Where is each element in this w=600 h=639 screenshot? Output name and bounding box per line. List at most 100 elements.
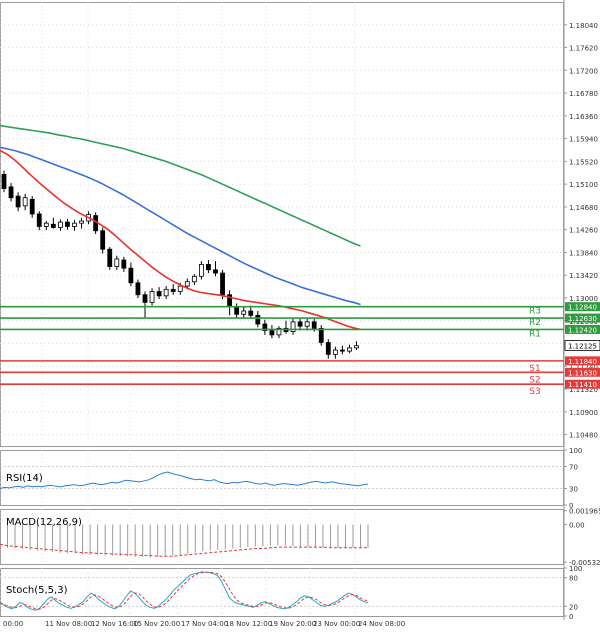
level-price-label-r2: 1.12630 [568,315,597,323]
level-price-tag-r1 [565,324,600,334]
macd-tick-label: 0.00 [569,522,585,530]
rsi-tick-label: 100 [569,447,582,455]
candle-body [163,288,169,297]
level-label-r1: R1 [529,329,541,339]
price-tick-label: 1.15940 [569,136,598,144]
candle-body [128,267,134,284]
macd-signal-line [0,543,368,557]
candle-body [220,272,225,296]
candle-body [135,282,141,296]
candle-body [1,173,7,189]
candles [1,170,359,359]
candle-body [29,198,35,215]
rsi-title: RSI(14) [6,473,43,484]
price-tick-label: 1.17200 [569,67,598,75]
price-tick-label: 1.11740 [569,363,598,371]
level-price-tag-s3 [565,379,600,389]
candle-body [58,221,63,228]
candle-body [15,195,21,208]
stoch-tick-label: 100 [569,565,582,573]
candle-body [276,327,282,336]
time-tick-label: 19 Nov 20:00 [269,620,316,628]
level-label-s2: S2 [529,375,540,385]
time-tick-label: 18 Nov 12:00 [225,620,272,628]
candle-body [142,294,148,303]
level-price-label-s1: 1.11840 [568,358,597,366]
current-price-tag [564,340,600,351]
candle-body [184,281,190,287]
candle-body [114,258,120,267]
candle-body [213,269,218,274]
stoch-tick-label: 80 [569,575,578,583]
candle-body [354,345,359,349]
level-price-label-s3: 1.11410 [568,381,597,389]
price-tick-label: 1.14680 [569,204,598,212]
time-tick-label: 24 Nov 08:00 [358,620,405,628]
candle-body [50,223,56,228]
candle-body [241,310,247,315]
price-grid: 1.18040 1.17620 1.17200 1.16780 1.16360 1.159… [0,22,598,440]
candle-body [206,263,211,271]
candle-body [8,186,14,199]
candle-body [177,285,183,292]
candle-body [234,306,240,315]
candle-body [255,314,261,325]
price-tick-label: 1.13000 [569,295,598,303]
level-label-s1: S1 [529,364,540,374]
candle-body [290,321,296,333]
rsi-tick-label: 0 [569,502,573,510]
time-tick-label: 23 Nov 00:00 [313,620,360,628]
price-tick-label: 1.10900 [569,409,598,417]
price-tick-label: 1.15100 [569,181,598,189]
level-price-tag-s2 [565,367,600,377]
level-price-tag-r3 [565,302,600,312]
candle-body [149,291,155,303]
time-tick-label: 15 Nov 20:00 [133,620,180,628]
candle-body [65,221,70,227]
price-tick-label: 1.18040 [569,22,598,30]
candle-body [121,259,127,269]
price-tick-label: 1.16360 [569,113,598,121]
level-price-tag-s1 [565,356,600,366]
candle-body [339,349,345,352]
candle-body [347,347,352,352]
stoch-tick-label: 0 [569,613,573,621]
time-tick-label: 12 Nov 16:00 [91,620,138,628]
rsi-tick-label: 30 [569,486,578,494]
candle-body [43,222,49,227]
stoch-d-line [0,571,369,610]
price-tick-label: 1.16780 [569,90,598,98]
price-tick-label: 1.14260 [569,227,598,235]
rsi-line [0,471,369,489]
candle-body [170,288,176,292]
stoch-tick-label: 20 [569,603,578,611]
stoch-k-line [0,571,369,611]
level-price-label-r3: 1.12840 [568,304,597,312]
candle-body [107,248,113,267]
level-price-label-r1: 1.12420 [568,326,597,334]
moving-average-line-2 [0,146,361,306]
price-tick-label: 1.13420 [569,272,598,280]
stoch-title: Stoch(5,5,3) [6,585,68,596]
candle-body [262,323,268,331]
candle-body [198,263,204,277]
candle-body [79,220,84,224]
level-price-label-s2: 1.11630 [568,369,597,377]
price-tick-label: 1.10480 [569,432,598,440]
candle-body [304,321,310,327]
level-label-r3: R3 [529,307,541,317]
candle-body [269,330,275,336]
level-label-s3: S3 [529,387,540,397]
candle-body [318,327,324,343]
candle-body [311,321,317,329]
candle-body [191,275,197,283]
candle-body [72,222,77,227]
time-tick-label: 17 Nov 04:00 [181,620,228,628]
candle-body [332,349,338,355]
macd-title: MACD(12,26,9) [6,517,82,528]
candle-body [325,342,331,355]
price-tick-label: 1.11320 [569,386,598,394]
macd-tick-label: -0.005325 [569,559,600,567]
